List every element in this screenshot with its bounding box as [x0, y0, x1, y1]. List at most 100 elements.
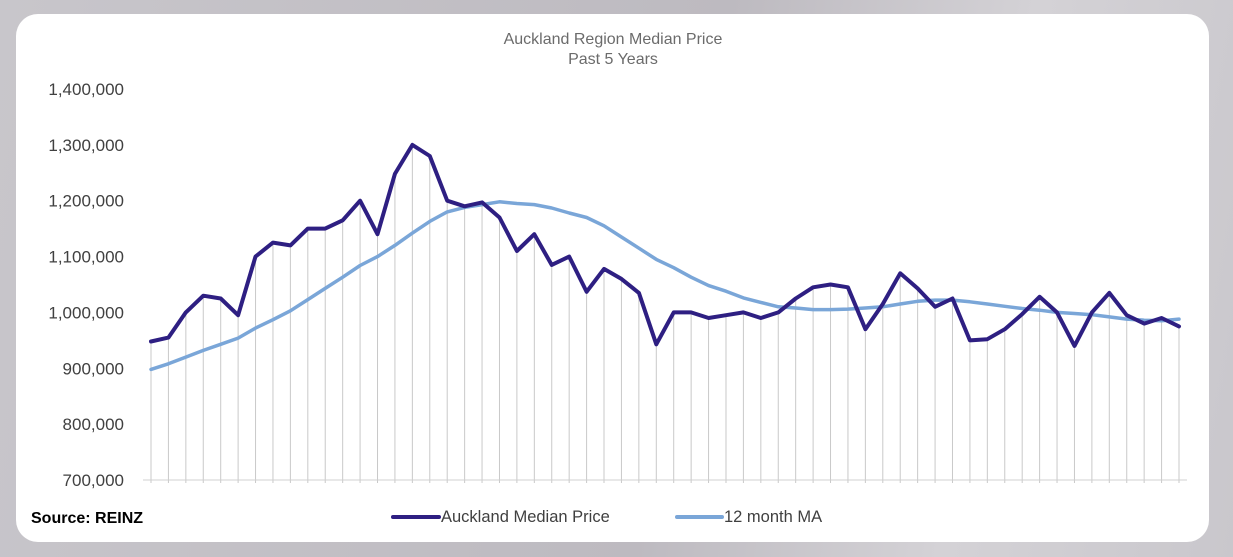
ma-point	[863, 306, 867, 310]
ma-point	[1090, 313, 1094, 317]
legend: Auckland Median Price 12 month MA	[391, 508, 822, 526]
ma-point	[950, 298, 954, 302]
ma-point	[916, 299, 920, 303]
median-point	[741, 310, 745, 314]
ma-point	[306, 298, 310, 302]
ma-point	[741, 296, 745, 300]
median-point	[794, 296, 798, 300]
ma-point	[1038, 308, 1042, 312]
median-point	[759, 316, 763, 320]
source-label: Source: REINZ	[31, 510, 143, 527]
median-point	[916, 286, 920, 290]
ma-point	[166, 362, 170, 366]
ma-point	[184, 355, 188, 359]
ma-point	[219, 342, 223, 346]
ma-point	[724, 289, 728, 293]
median-point	[707, 316, 711, 320]
y-tick-label: 1,400,000	[48, 80, 124, 99]
ma-point	[1072, 312, 1076, 316]
ma-point	[376, 255, 380, 259]
ma-point	[358, 264, 362, 268]
median-point	[985, 337, 989, 341]
ma-point	[654, 257, 658, 261]
series-layer	[149, 142, 1181, 372]
y-axis: 700,000 800,000 900,000 1,000,000 1,100,000 1…	[48, 80, 124, 490]
median-point	[254, 255, 258, 259]
median-point	[898, 271, 902, 275]
median-point	[968, 338, 972, 342]
median-point	[271, 241, 275, 245]
y-tick-label: 1,000,000	[48, 303, 124, 322]
median-point	[236, 313, 240, 317]
ma-point	[707, 284, 711, 288]
ma-point	[445, 210, 449, 214]
ma-point	[1177, 317, 1181, 321]
y-tick-label: 1,300,000	[48, 136, 124, 155]
ma-point	[881, 305, 885, 309]
ma-point	[341, 275, 345, 279]
median-point	[323, 227, 327, 231]
ma-point	[463, 205, 467, 209]
median-point	[376, 232, 380, 236]
median-point	[1020, 312, 1024, 316]
median-point	[602, 267, 606, 271]
ma-point	[811, 308, 815, 312]
median-point	[219, 296, 223, 300]
ma-point	[1055, 310, 1059, 314]
ma-point	[1003, 304, 1007, 308]
ma-point	[428, 219, 432, 223]
ma-point	[794, 306, 798, 310]
median-point	[306, 227, 310, 231]
median-point	[515, 249, 519, 253]
median-point	[811, 285, 815, 289]
median-point	[933, 305, 937, 309]
ma-point	[236, 336, 240, 340]
median-point	[288, 243, 292, 247]
median-point	[585, 290, 589, 294]
ma-point	[672, 266, 676, 270]
ma-point	[933, 298, 937, 302]
ma-point	[1125, 317, 1129, 321]
ma-point	[1020, 307, 1024, 311]
ma-point	[497, 200, 501, 204]
legend-label-median: Auckland Median Price	[441, 508, 610, 526]
ma-point	[1142, 318, 1146, 322]
median-point	[619, 277, 623, 281]
median-point	[1038, 295, 1042, 299]
median-point	[672, 310, 676, 314]
ma-point	[201, 348, 205, 352]
series-line-ma	[149, 200, 1181, 372]
series-line-median	[149, 142, 1181, 348]
y-tick-label: 900,000	[63, 359, 124, 378]
ma-point	[532, 203, 536, 207]
ma-point	[602, 224, 606, 228]
ma-point	[846, 307, 850, 311]
median-point	[689, 310, 693, 314]
median-point	[341, 218, 345, 222]
median-point	[724, 313, 728, 317]
drop-lines	[150, 144, 1180, 483]
median-point	[637, 291, 641, 295]
ma-point	[271, 318, 275, 322]
median-point	[166, 336, 170, 340]
chart-subtitle: Past 5 Years	[568, 51, 658, 68]
ma-point	[1160, 319, 1164, 323]
legend-label-ma: 12 month MA	[724, 508, 822, 526]
ma-point	[776, 305, 780, 309]
ma-point	[550, 206, 554, 210]
median-point	[184, 310, 188, 314]
median-point	[358, 199, 362, 203]
ma-point	[1107, 315, 1111, 319]
median-point	[1107, 291, 1111, 295]
points-layer	[149, 143, 1181, 372]
median-point	[1072, 344, 1076, 348]
median-point	[428, 154, 432, 158]
ma-point	[898, 302, 902, 306]
ma-point	[759, 300, 763, 304]
ma-point	[985, 302, 989, 306]
ma-point	[689, 275, 693, 279]
ma-point	[288, 309, 292, 313]
median-point	[445, 199, 449, 203]
median-point	[393, 172, 397, 176]
